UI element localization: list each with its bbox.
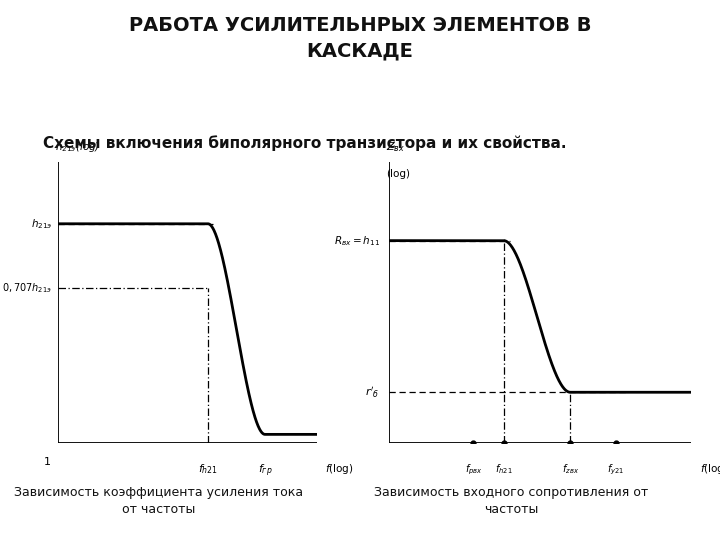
Text: $f_{h21}$: $f_{h21}$ <box>198 462 218 476</box>
Text: $r'_{б}$: $r'_{б}$ <box>366 385 379 400</box>
Text: Зависимость входного сопротивления от
частоты: Зависимость входного сопротивления от ча… <box>374 486 648 516</box>
Text: 1: 1 <box>44 457 50 467</box>
Text: $h_{21э}$(log): $h_{21э}$(log) <box>55 139 100 153</box>
Text: $f_{h21}$: $f_{h21}$ <box>495 462 513 476</box>
Text: $f$(log): $f$(log) <box>325 462 354 476</box>
Text: Зависимость коэффициента усиления тока
от частоты: Зависимость коэффициента усиления тока о… <box>14 486 303 516</box>
Text: $f_{р вх}$: $f_{р вх}$ <box>464 462 482 477</box>
Text: Схемы включения биполярного транзистора и их свойства.: Схемы включения биполярного транзистора … <box>43 135 567 151</box>
Text: $f_{гр}$: $f_{гр}$ <box>258 462 272 479</box>
Text: $R_{вх}=h_{11}$: $R_{вх}=h_{11}$ <box>334 234 379 247</box>
Text: $f$(log): $f$(log) <box>701 462 720 476</box>
Text: $h_{21э}$: $h_{21э}$ <box>31 217 53 231</box>
Text: $f_{у21}$: $f_{у21}$ <box>607 462 624 477</box>
Text: (log): (log) <box>386 169 410 179</box>
Text: РАБОТА УСИЛИТЕЛЬНРЫХ ЭЛЕМЕНТОВ В
КАСКАДЕ: РАБОТА УСИЛИТЕЛЬНРЫХ ЭЛЕМЕНТОВ В КАСКАДЕ <box>129 16 591 60</box>
Text: $0,707h_{21э}$: $0,707h_{21э}$ <box>2 281 53 295</box>
Text: $Z_{вх}$: $Z_{вх}$ <box>386 140 405 153</box>
Text: $f_{zвх}$: $f_{zвх}$ <box>562 462 579 476</box>
